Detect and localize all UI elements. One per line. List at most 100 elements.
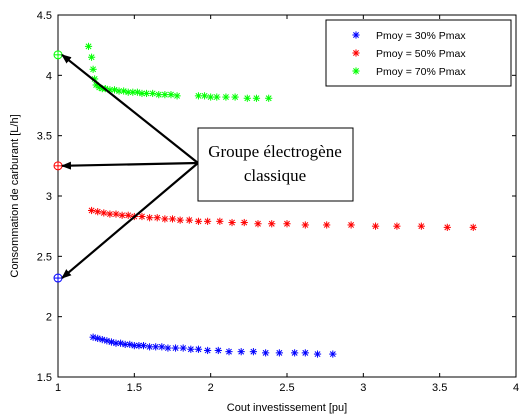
data-point bbox=[152, 343, 160, 351]
x-tick-label: 2 bbox=[208, 382, 214, 394]
data-point bbox=[228, 218, 236, 227]
x-tick-label: 3 bbox=[360, 382, 366, 394]
data-point bbox=[243, 94, 251, 102]
data-point bbox=[187, 345, 195, 353]
data-point bbox=[291, 349, 299, 357]
y-axis-label: Consommation de carburant [L/h] bbox=[9, 114, 21, 277]
classic-point bbox=[53, 161, 63, 171]
data-point bbox=[252, 94, 261, 102]
data-point bbox=[87, 53, 96, 61]
legend-marker bbox=[352, 49, 360, 57]
ticks: 1 1.5 2 2.5 3 3.5 41.522.533.544.5 bbox=[37, 10, 519, 394]
data-point bbox=[176, 216, 184, 224]
data-point bbox=[118, 211, 126, 219]
data-point bbox=[254, 220, 262, 228]
data-point bbox=[231, 93, 239, 101]
x-tick-label: 1 bbox=[55, 382, 61, 394]
data-point bbox=[185, 216, 193, 224]
legend: Pmoy = 30% Pmax Pmoy = 50% Pmax Pmoy = 7… bbox=[325, 19, 512, 87]
y-tick-label: 4 bbox=[46, 70, 52, 82]
data-point bbox=[329, 350, 337, 358]
legend-marker bbox=[352, 67, 360, 75]
data-point bbox=[146, 214, 154, 222]
data-point bbox=[204, 346, 212, 355]
data-point bbox=[106, 210, 114, 218]
data-point bbox=[94, 208, 102, 216]
data-point bbox=[168, 215, 177, 223]
data-point bbox=[138, 212, 146, 221]
legend-label-50: Pmoy = 50% Pmax bbox=[376, 48, 466, 60]
legend-label-30: Pmoy = 30% Pmax bbox=[376, 30, 466, 42]
data-point bbox=[133, 88, 141, 96]
data-point bbox=[139, 342, 148, 350]
data-point bbox=[207, 93, 215, 101]
data-point bbox=[323, 221, 331, 229]
data-point bbox=[89, 333, 97, 341]
data-point bbox=[417, 222, 425, 230]
legend-label-70: Pmoy = 70% Pmax bbox=[376, 66, 466, 78]
x-axis-label: Cout investissement [pu] bbox=[227, 402, 347, 414]
points bbox=[53, 42, 477, 358]
data-point bbox=[347, 221, 355, 229]
data-point bbox=[225, 348, 233, 356]
data-point bbox=[110, 86, 119, 94]
data-point bbox=[120, 87, 128, 95]
data-point bbox=[158, 343, 166, 351]
y-tick-label: 3.5 bbox=[37, 131, 52, 143]
callout-arrow bbox=[61, 53, 199, 164]
y-tick-label: 3 bbox=[46, 191, 52, 203]
data-point bbox=[153, 214, 161, 222]
annotation-line-1: Groupe électrogène bbox=[208, 142, 342, 161]
x-tick-label: 1.5 bbox=[127, 382, 142, 394]
classic-point bbox=[53, 50, 63, 60]
data-point bbox=[155, 91, 163, 99]
y-tick-label: 1.5 bbox=[37, 372, 52, 384]
data-point bbox=[222, 93, 230, 101]
data-point bbox=[126, 340, 134, 349]
data-point bbox=[107, 338, 116, 346]
data-point bbox=[469, 223, 477, 231]
x-tick-label: 3.5 bbox=[432, 382, 447, 394]
data-point bbox=[216, 217, 224, 225]
data-point bbox=[313, 350, 322, 358]
data-point bbox=[98, 335, 106, 344]
data-point bbox=[149, 89, 157, 98]
data-point bbox=[214, 346, 222, 355]
data-point bbox=[173, 92, 181, 100]
data-point bbox=[171, 344, 180, 352]
data-point bbox=[112, 339, 120, 347]
data-point bbox=[89, 65, 97, 73]
data-point bbox=[237, 348, 245, 356]
data-point bbox=[146, 343, 154, 351]
series-1 bbox=[87, 206, 477, 231]
data-point bbox=[371, 222, 380, 230]
x-tick-label: 4 bbox=[513, 382, 519, 394]
data-point bbox=[213, 93, 221, 101]
data-point bbox=[200, 92, 209, 100]
data-point bbox=[283, 220, 291, 228]
y-tick-label: 2 bbox=[46, 312, 52, 324]
data-point bbox=[240, 218, 248, 227]
data-point bbox=[268, 220, 276, 228]
data-point bbox=[194, 92, 203, 100]
series-0 bbox=[89, 333, 337, 358]
data-point bbox=[301, 349, 309, 357]
data-point bbox=[161, 91, 169, 99]
data-point bbox=[103, 337, 111, 345]
data-point bbox=[194, 345, 203, 353]
data-point bbox=[249, 348, 258, 356]
annotation-box bbox=[197, 127, 354, 202]
data-point bbox=[393, 222, 401, 230]
annotation-line-2: classique bbox=[244, 166, 306, 185]
legend-markers bbox=[352, 31, 360, 75]
callout-arrow bbox=[61, 162, 199, 279]
data-point bbox=[84, 42, 93, 50]
data-point bbox=[116, 339, 125, 347]
data-point bbox=[112, 210, 120, 218]
data-point bbox=[443, 223, 451, 231]
data-point bbox=[87, 206, 96, 215]
data-point bbox=[262, 349, 270, 357]
data-point bbox=[161, 215, 169, 223]
y-tick-label: 4.5 bbox=[37, 10, 52, 22]
data-point bbox=[94, 334, 102, 342]
